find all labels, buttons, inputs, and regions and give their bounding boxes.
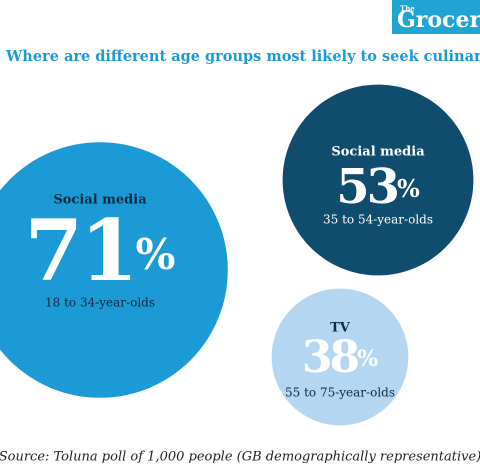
value-label: 71% [25, 201, 176, 300]
bubble-label: TV [330, 321, 351, 336]
category-label: 35 to 54-year-olds [323, 213, 433, 227]
bubble [271, 288, 409, 426]
bubble [282, 84, 474, 276]
bubble [0, 142, 228, 398]
logo-box [392, 0, 480, 34]
category-label: 55 to 75-year-olds [285, 386, 395, 400]
bubble-label: Social media [331, 145, 425, 160]
chart-title: Where are different age groups most like… [5, 48, 480, 65]
value-label: 53% [336, 159, 420, 215]
source: Source: Toluna poll of 1,000 people (GB … [0, 450, 480, 465]
logo: Grocer [397, 7, 480, 33]
logo-small: The [400, 4, 415, 13]
bubble-label: Social media [53, 193, 147, 208]
category-label: 18 to 34-year-olds [45, 296, 155, 310]
value-label: 38% [302, 332, 378, 383]
